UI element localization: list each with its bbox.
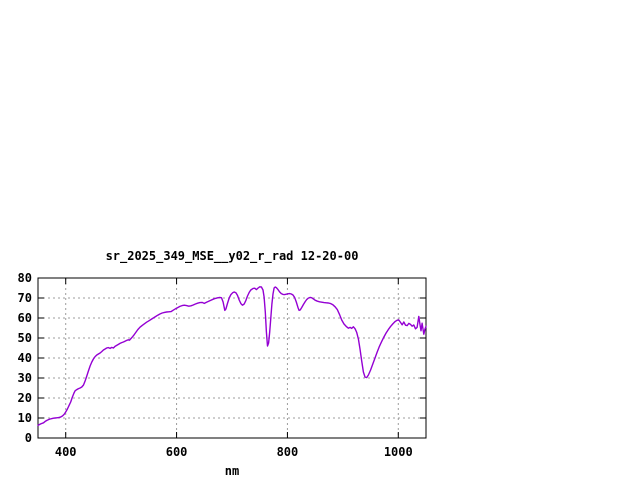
y-tick-label-70: 70: [18, 291, 32, 305]
x-tick-label-1000: 1000: [384, 445, 413, 459]
series-line-sr_2025_349_MSE__y02_r_rad: [37, 286, 427, 427]
y-tick-label-50: 50: [18, 331, 32, 345]
x-axis-label: nm: [224, 464, 240, 478]
chart-title: sr_2025_349_MSE__y02_r_rad 12-20-00: [105, 249, 359, 263]
y-tick-label-0: 0: [25, 431, 32, 445]
y-tick-label-40: 40: [18, 351, 32, 365]
x-tick-label-600: 600: [166, 445, 188, 459]
y-tick-label-60: 60: [18, 311, 32, 325]
x-tick-label-800: 800: [277, 445, 299, 459]
y-tick-label-30: 30: [18, 371, 32, 385]
y-tick-label-80: 80: [18, 271, 32, 285]
x-tick-label-400: 400: [55, 445, 77, 459]
plot-border: [37, 277, 427, 439]
y-tick-label-20: 20: [18, 391, 32, 405]
y-tick-label-10: 10: [18, 411, 32, 425]
